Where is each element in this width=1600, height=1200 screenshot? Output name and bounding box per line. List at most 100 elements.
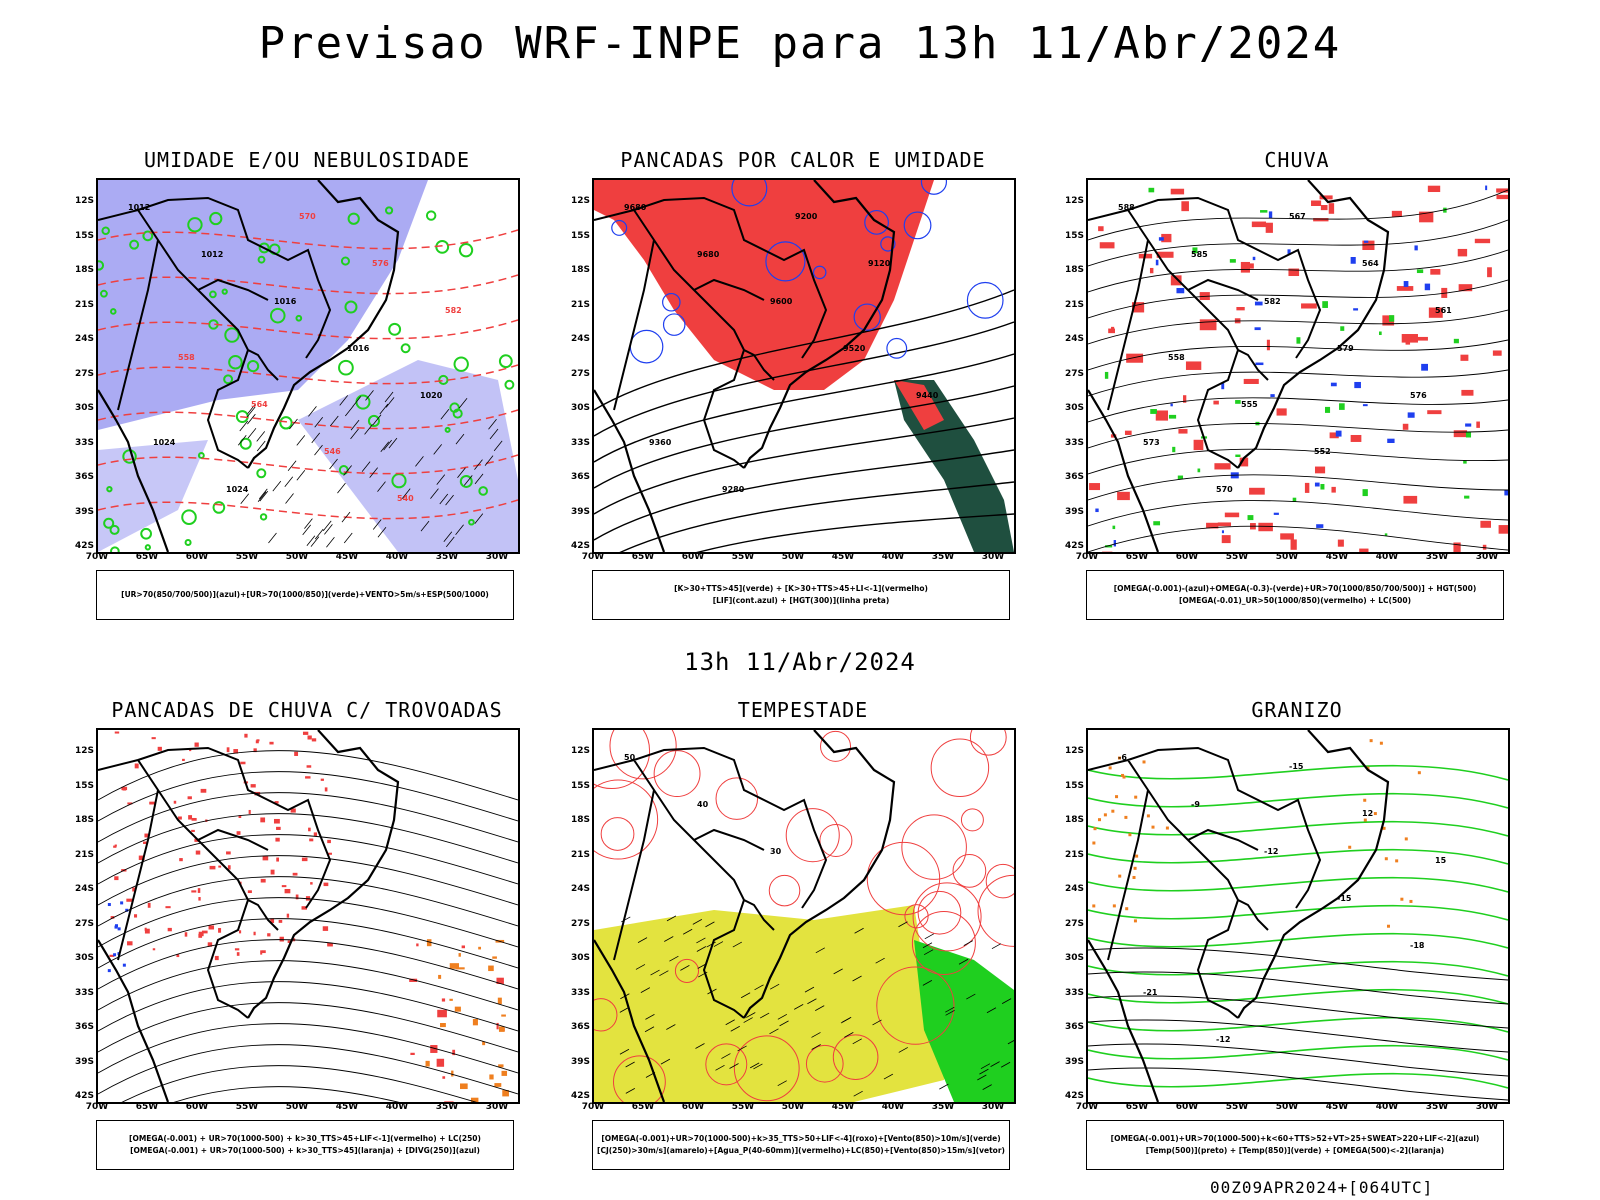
map-panel[interactable]: 9680 9680 9600 9520 9440 9360 9280 9200 9120 [592,178,1016,554]
wind-vector [246,406,256,418]
wind-vector [365,390,374,401]
green-contour [98,260,105,271]
temp850-contour [1088,932,1508,949]
rain-red-spot [1319,195,1333,200]
storm-red-spot [144,928,150,934]
rain-spot [1465,423,1472,427]
omega-orange-spot [1092,904,1096,908]
forecast-time-title: 13h 11/Abr/2024 [684,648,916,676]
rain-spot [1453,338,1459,344]
wind-vector [696,946,707,952]
longitude-tick: 40W [1375,1102,1399,1112]
wind-vector [310,536,320,547]
wind-vector [852,975,862,982]
legend-box: [OMEGA(-0.001) + UR>70(1000-500) + k>30_… [96,1120,514,1170]
map-panel[interactable]: 1012 1012 1016 1016 1020 1024 1024 570 576 582 558… [96,178,520,554]
rain-spot [1378,331,1382,336]
lif-contour [966,281,1004,319]
green-contour [140,527,152,540]
wind-vector [415,456,424,467]
rain-red-spot [1419,211,1434,223]
wind-vector [388,437,398,449]
pw-contour [653,750,701,798]
rain-red-spot [1453,542,1461,552]
map-panel[interactable]: 50 40 30 [592,728,1016,1104]
wind-vector [854,927,864,934]
pw-contour [904,904,929,929]
hgt500-contour [1088,525,1508,552]
map-panel[interactable]: 588 585 582 579 576 573 570 567 564 561 558 555 552 [1086,178,1510,554]
wind-vector [488,419,497,430]
contour-label: 564 [1362,259,1379,268]
storm-red-spot [121,786,128,791]
omega-orange-spot [1366,766,1370,770]
omega-orange-spot [1118,874,1122,878]
lif-contour [731,180,768,207]
wind-vector [352,396,362,407]
omega-orange-spot [1165,826,1169,830]
omega-orange-spot [1142,760,1146,764]
temp500-contour [1088,947,1508,981]
storm-red-spot [201,930,208,934]
temp500-contour [1088,1019,1508,1053]
storm-red-spot [260,878,266,883]
wind-vector [372,414,382,426]
streamline [98,939,518,990]
rain-spot [1335,430,1342,437]
latitude-tick: 12S [74,746,94,756]
rain-red-spot [1149,267,1154,274]
pw-contour [960,808,984,832]
wind-vector [237,435,247,446]
coastline [1088,180,1390,552]
storm-red-spot [306,765,312,768]
wind-vector [385,397,395,408]
map-svg: 588 585 582 579 576 573 570 567 564 561 558 555 552 [1088,180,1508,552]
rain-red-spot [1117,491,1130,501]
omega-orange-spot [1373,812,1377,816]
wind-vector [922,980,933,986]
storm-red-spot [276,826,281,830]
wind-vector [721,1053,731,1059]
legend-line-2: [OMEGA(-0.01)_UR>50(1000/850)(vermelho) … [1178,596,1412,605]
latitude-tick: 33S [1064,437,1084,448]
wind-vector [833,968,843,975]
omega-orange-spot [1133,866,1137,870]
rain-red-spot [1430,269,1441,275]
pw-contour [820,730,852,762]
wind-vector [883,1073,894,1080]
pw-contour [876,966,955,1045]
storm-orange-spot [492,956,497,959]
rain-red-spot [1428,307,1443,318]
legend-box: [K>30+TTS>45](verde) + [K>30+TTS>45+LI<-… [592,570,1010,620]
storm-orange-spot [437,1009,447,1018]
wind-vector [872,1019,882,1026]
storm-red-spot [114,731,120,734]
omega-orange-spot [1400,897,1404,901]
green-contour [228,354,243,370]
wind-vector [240,493,250,504]
contour-label: 1016 [347,344,370,353]
latitude-tick: 24S [570,334,590,344]
rain-red-spot [1240,261,1250,273]
storm-red-spot [262,856,269,861]
contour-label: 9200 [795,212,818,221]
wind-vector [306,535,316,546]
map-panel[interactable]: -6 -9 -12 -15 -18 -21 -12 -15 12 15 [1086,728,1510,1104]
storm-red-spot [269,741,274,745]
map-panel[interactable] [96,728,520,1104]
wind-vector [815,1005,825,1011]
wind-vector [777,1013,788,1020]
hgt300-contour [594,289,1014,411]
storm-red-spot [143,841,148,844]
rain-red-spot [1427,410,1442,415]
rain-spot [1354,381,1361,389]
storm-red-spot [311,738,317,742]
latitude-tick: 15S [570,230,590,241]
wind-vector [732,941,743,948]
rain-red-spot [1243,378,1259,384]
storm-red-spot [327,852,332,855]
legend-line-2: [Temp(500)](preto) + [Temp(850)](verde) … [1145,1146,1445,1155]
temp850-contour [1088,1044,1508,1061]
rain-spot [1148,187,1155,193]
streamline [98,960,518,1011]
